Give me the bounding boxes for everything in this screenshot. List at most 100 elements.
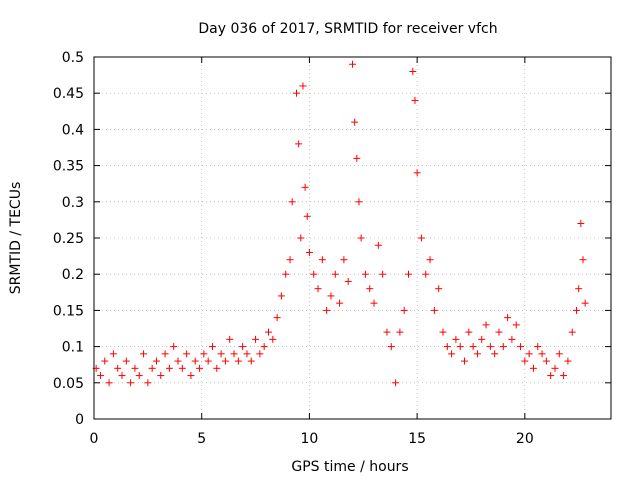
data-point bbox=[504, 314, 512, 322]
data-point bbox=[336, 299, 344, 307]
x-tick-label: 15 bbox=[408, 431, 426, 447]
data-point bbox=[417, 234, 425, 242]
data-point bbox=[331, 270, 339, 278]
data-point bbox=[295, 140, 303, 148]
data-point bbox=[575, 285, 583, 293]
data-point bbox=[577, 220, 585, 228]
data-point bbox=[495, 328, 503, 336]
grid bbox=[94, 57, 611, 419]
y-tick-label: 0.4 bbox=[62, 122, 84, 138]
data-point bbox=[303, 212, 311, 220]
data-point bbox=[208, 343, 216, 351]
data-point bbox=[396, 328, 404, 336]
data-point bbox=[370, 299, 378, 307]
data-point bbox=[555, 350, 563, 358]
data-point bbox=[353, 154, 361, 162]
data-point bbox=[579, 256, 587, 264]
data-point bbox=[277, 292, 285, 300]
data-point bbox=[269, 335, 277, 343]
data-point bbox=[392, 379, 400, 387]
data-point bbox=[361, 270, 369, 278]
data-point bbox=[366, 285, 374, 293]
data-point bbox=[109, 350, 117, 358]
data-point bbox=[226, 335, 234, 343]
y-tick-label: 0 bbox=[75, 412, 84, 428]
data-point bbox=[491, 350, 499, 358]
data-point bbox=[292, 89, 300, 97]
data-point bbox=[196, 364, 204, 372]
data-point bbox=[351, 118, 359, 126]
data-point bbox=[473, 350, 481, 358]
data-point bbox=[161, 350, 169, 358]
data-point bbox=[486, 343, 494, 351]
data-point bbox=[239, 343, 247, 351]
data-point bbox=[344, 277, 352, 285]
y-tick-label: 0.2 bbox=[62, 267, 84, 283]
data-point bbox=[305, 248, 313, 256]
data-point bbox=[349, 60, 356, 68]
data-point bbox=[252, 335, 260, 343]
x-tick-label: 0 bbox=[90, 431, 99, 447]
data-point bbox=[448, 350, 456, 358]
data-point bbox=[422, 270, 430, 278]
x-tick-label: 10 bbox=[301, 431, 319, 447]
data-point bbox=[379, 270, 387, 278]
data-point bbox=[230, 350, 238, 358]
data-point bbox=[400, 306, 408, 314]
y-tick-label: 0.5 bbox=[62, 50, 84, 66]
data-point bbox=[547, 372, 555, 380]
data-point bbox=[118, 372, 126, 380]
data-point bbox=[439, 328, 447, 336]
data-point bbox=[465, 328, 473, 336]
data-point bbox=[157, 372, 165, 380]
data-point bbox=[542, 357, 550, 365]
data-point bbox=[174, 357, 182, 365]
data-point bbox=[264, 328, 272, 336]
data-point bbox=[512, 321, 520, 329]
data-point bbox=[517, 343, 525, 351]
data-point bbox=[297, 234, 305, 242]
data-point bbox=[340, 256, 348, 264]
data-point bbox=[430, 306, 438, 314]
data-point bbox=[560, 372, 568, 380]
data-point bbox=[521, 357, 529, 365]
data-point bbox=[165, 364, 173, 372]
data-point bbox=[243, 350, 251, 358]
data-point bbox=[409, 67, 417, 75]
data-point bbox=[187, 372, 195, 380]
y-tick-label: 0.45 bbox=[53, 86, 84, 102]
data-point bbox=[127, 379, 135, 387]
y-tick-label: 0.15 bbox=[53, 303, 84, 319]
data-point bbox=[383, 328, 391, 336]
data-point bbox=[534, 343, 542, 351]
x-axis-label: GPS time / hours bbox=[291, 459, 408, 475]
data-point bbox=[387, 343, 395, 351]
data-point bbox=[286, 256, 294, 264]
data-point bbox=[413, 169, 421, 177]
data-point bbox=[131, 364, 139, 372]
data-point bbox=[374, 241, 382, 249]
data-point bbox=[178, 364, 186, 372]
data-point bbox=[140, 350, 148, 358]
data-point bbox=[301, 183, 309, 191]
data-point bbox=[538, 350, 546, 358]
data-point bbox=[357, 234, 365, 242]
axis-ticks: 0 0.05 0.1 0.15 0.2 0.25 0.3 0.35 0.4 0.45 0.5 0 5 10… bbox=[53, 50, 611, 447]
data-point bbox=[478, 335, 486, 343]
data-point bbox=[152, 357, 160, 365]
data-point bbox=[355, 198, 363, 206]
y-axis-label: SRMTID / TECUs bbox=[8, 182, 24, 295]
data-point bbox=[525, 350, 533, 358]
data-point bbox=[499, 343, 507, 351]
data-point bbox=[191, 357, 199, 365]
data-point bbox=[234, 357, 242, 365]
data-point bbox=[105, 379, 113, 387]
data-point bbox=[273, 314, 281, 322]
data-point bbox=[456, 343, 464, 351]
x-tick-label: 5 bbox=[197, 431, 206, 447]
data-point bbox=[508, 335, 516, 343]
data-point bbox=[256, 350, 264, 358]
data-point bbox=[114, 364, 122, 372]
data-point bbox=[122, 357, 130, 365]
data-point bbox=[435, 285, 443, 293]
